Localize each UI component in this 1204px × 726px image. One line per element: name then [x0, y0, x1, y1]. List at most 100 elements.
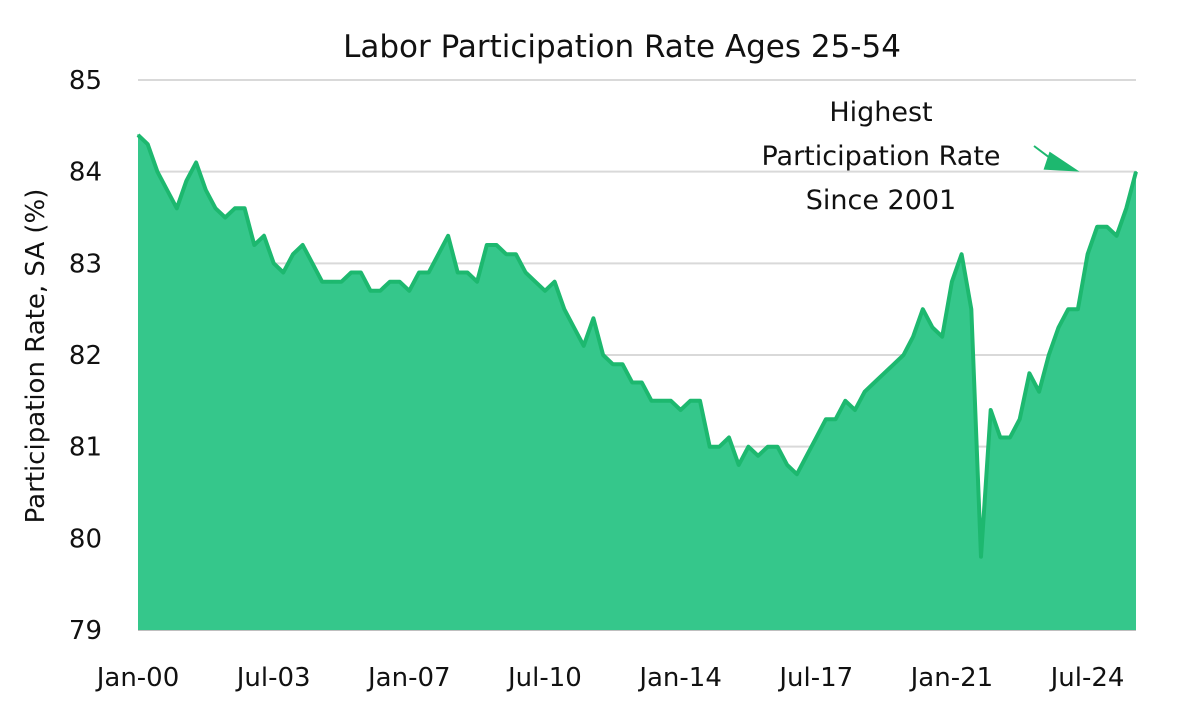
data-point [340, 280, 343, 283]
data-point [902, 354, 905, 356]
data-point [582, 345, 585, 347]
annotation: Highest Participation Rate Since 2001 [761, 97, 1080, 216]
x-tick-label: Jul-10 [506, 663, 582, 693]
y-axis-ticks: 79 80 81 82 83 84 85 [69, 66, 102, 646]
data-point [592, 317, 595, 320]
x-tick-label: Jul-03 [235, 663, 311, 693]
data-point [989, 409, 992, 411]
data-point [379, 290, 382, 292]
data-point [331, 280, 333, 283]
data-point [815, 436, 818, 439]
data-point [282, 271, 285, 274]
data-point [544, 290, 546, 292]
annotation-arrow-head [1043, 151, 1080, 172]
data-point [408, 290, 411, 292]
data-point [369, 290, 372, 292]
data-point [427, 271, 430, 274]
data-point [214, 207, 217, 210]
y-tick-label: 80 [69, 524, 102, 554]
x-axis-ticks: Jan-00 Jul-03 Jan-07 Jul-10 Jan-14 Jul-17 Jan-… [95, 663, 1125, 693]
y-tick-label: 84 [69, 158, 102, 188]
data-point [1096, 225, 1098, 228]
data-point [272, 262, 275, 265]
data-point [573, 326, 575, 329]
data-point [1115, 235, 1118, 237]
data-point [1048, 354, 1050, 356]
x-tick-label: Jan-21 [909, 663, 994, 693]
data-point [602, 354, 604, 356]
data-point [883, 372, 885, 375]
data-point [524, 271, 527, 274]
data-point [1125, 207, 1128, 210]
data-point [486, 244, 488, 246]
data-point [1028, 372, 1031, 375]
data-point [1106, 225, 1108, 228]
data-point [360, 271, 362, 274]
data-point [1077, 308, 1079, 311]
data-point [776, 445, 779, 448]
data-point [321, 280, 323, 283]
data-point [999, 436, 1002, 439]
data-point [534, 280, 537, 283]
data-point [747, 445, 750, 448]
data-point [641, 381, 643, 384]
y-tick-label: 79 [69, 616, 102, 646]
data-point [863, 390, 866, 393]
data-point [243, 207, 246, 210]
data-point [650, 400, 653, 402]
x-tick-label: Jan-14 [637, 663, 722, 693]
data-point [1018, 418, 1021, 421]
x-tick-label: Jan-07 [366, 663, 451, 693]
annotation-text: Since 2001 [806, 185, 957, 216]
x-tick-label: Jul-24 [1049, 663, 1125, 693]
data-point [234, 207, 236, 210]
data-point [1038, 390, 1040, 393]
data-point [699, 400, 701, 402]
data-point [737, 464, 740, 466]
data-point [931, 326, 934, 329]
data-point [660, 400, 662, 402]
data-point [505, 253, 508, 255]
data-point [350, 271, 353, 274]
data-point [679, 409, 682, 411]
x-tick-label: Jan-00 [95, 663, 180, 693]
data-point [1086, 253, 1089, 255]
data-point [1057, 326, 1060, 329]
annotation-text: Highest [829, 97, 932, 128]
data-point [447, 235, 449, 237]
data-point [456, 271, 459, 274]
data-point [495, 244, 498, 246]
y-axis-label: Participation Rate, SA (%) [21, 189, 51, 524]
data-point [137, 134, 139, 136]
chart-title: Labor Participation Rate Ages 25-54 [343, 29, 901, 65]
data-point [563, 308, 566, 311]
data-point [786, 464, 788, 466]
y-tick-label: 85 [69, 66, 102, 96]
data-point [621, 363, 624, 366]
data-point [844, 400, 847, 402]
data-point [922, 308, 924, 311]
data-point [825, 418, 827, 421]
data-point [476, 280, 478, 283]
data-point [805, 455, 808, 457]
y-tick-label: 81 [69, 433, 102, 463]
data-point [263, 235, 265, 237]
data-point [301, 244, 304, 246]
data-series [136, 133, 1138, 630]
data-point [970, 308, 973, 311]
data-point [195, 161, 197, 164]
data-point [980, 555, 982, 558]
data-point [185, 180, 188, 182]
data-point [834, 418, 837, 421]
data-point [253, 244, 256, 246]
data-point [389, 280, 391, 283]
data-point [437, 253, 440, 255]
data-point [796, 473, 798, 476]
data-point [767, 445, 769, 448]
data-point [398, 280, 401, 283]
data-point [631, 381, 633, 384]
data-point [951, 280, 953, 283]
data-point [292, 253, 294, 255]
